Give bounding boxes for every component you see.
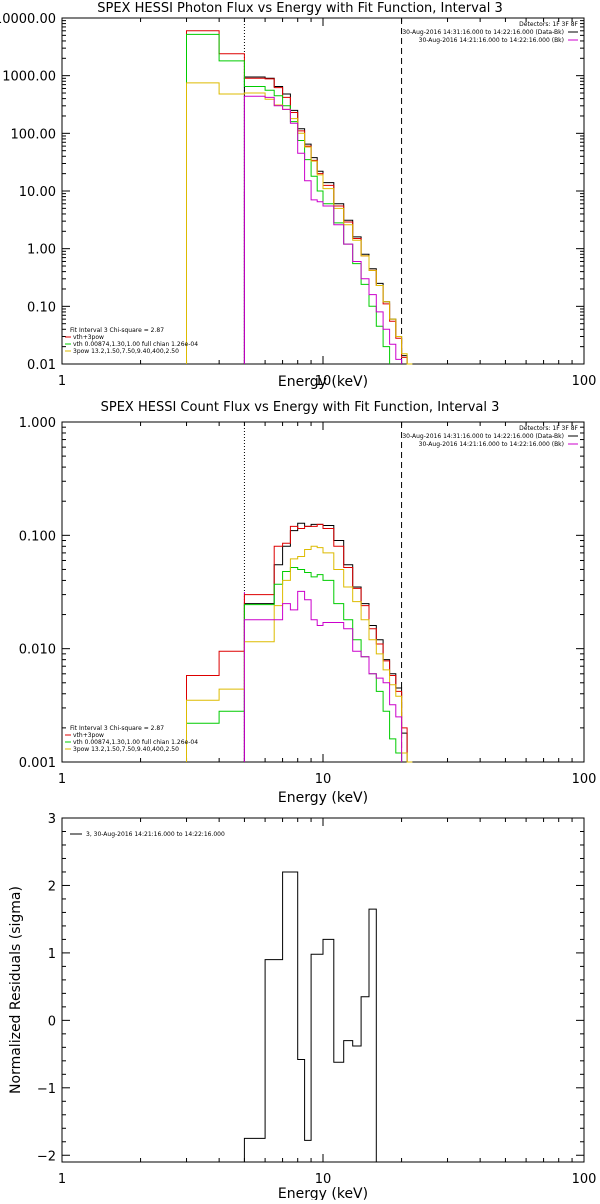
series-4-3pow — [186, 545, 413, 763]
series-1-3 — [243, 871, 377, 1162]
chart-title: SPEX HESSI Count Flux vs Energy with Fit… — [101, 400, 500, 415]
y-tick-label: 100.00 — [11, 127, 57, 142]
y-axis-title: Normalized Residuals (sigma) — [8, 886, 24, 1094]
fit-legend-entry: Fit Interval 3 Chi-square = 2.87 — [70, 725, 164, 732]
legend-detectors: Detectors: 1F 3F 8F — [519, 425, 578, 432]
fit-legend-entry: 3pow 13.2,1.50,7.50,9.40,400,2.50 — [73, 348, 179, 355]
series-4-3pow — [186, 82, 413, 365]
y-tick-label: 0.010 — [19, 643, 56, 658]
series-2-vth+3pow — [186, 523, 408, 762]
y-tick-label: 0.001 — [19, 756, 56, 771]
legend-entry: 30-Aug-2016 14:21:16.000 to 14:22:16.000… — [419, 37, 564, 44]
y-tick-label: 1.00 — [27, 243, 56, 258]
series-3-vth — [186, 567, 403, 762]
chart-3: 1 10 100 Energy (keV) −2 −1 0 1 2 3 Normalized Res… — [8, 812, 597, 1202]
fit-legend-entry: vth+3pow — [73, 732, 104, 739]
y-tick-label: 2 — [48, 879, 56, 894]
y-tick-label: 1.000 — [19, 416, 56, 431]
y-tick-label: 10.00 — [19, 185, 56, 200]
x-tick-label: 10 — [315, 772, 332, 787]
x-tick-label: 10 — [315, 1172, 332, 1187]
y-tick-label: 0.10 — [27, 300, 56, 315]
legend-detectors: Detectors: 1F 3F 8F — [519, 21, 578, 28]
legend-entry: 3, 30-Aug-2016 14:21:16.000 to 14:22:16.… — [86, 831, 225, 838]
fit-legend-entry: 3pow 13.2,1.50,7.50,9.40,400,2.50 — [73, 746, 179, 753]
y-tick-label: −2 — [37, 1149, 56, 1164]
x-axis-title: Energy (keV) — [278, 1186, 368, 1200]
series-3-vth — [186, 33, 391, 364]
legend-entry: 30-Aug-2016 14:31:16.000 to 14:22:16.000… — [402, 433, 564, 440]
fit-legend-entry: vth 0.00874,1.30,1.00 full chian 1.26e-0… — [73, 739, 198, 746]
series-5-series — [243, 590, 403, 762]
y-tick-label: 10000.00 — [0, 12, 56, 27]
chart-title: SPEX HESSI Photon Flux vs Energy with Fi… — [97, 1, 503, 16]
y-tick-label: 3 — [48, 812, 56, 827]
x-tick-label: 1 — [58, 772, 66, 787]
y-tick-label: 0 — [48, 1014, 56, 1029]
fit-legend-entry: vth 0.00874,1.30,1.00 full chian 1.26e-0… — [73, 341, 198, 348]
series-1-series — [243, 522, 408, 762]
x-tick-label: 100 — [572, 374, 597, 389]
x-tick-label: 100 — [572, 772, 597, 787]
x-tick-label: 100 — [572, 1172, 597, 1187]
x-axis-title: Energy (keV) — [278, 790, 368, 806]
y-tick-label: −1 — [37, 1082, 56, 1097]
chart-1: SPEX HESSI Photon Flux vs Energy with Fi… — [0, 1, 596, 390]
plot-frame — [61, 421, 585, 763]
series-5-series — [243, 95, 403, 364]
x-axis-title: Energy (keV) — [278, 374, 368, 390]
y-tick-label: 1000.00 — [2, 70, 56, 85]
y-tick-label: 0.100 — [19, 529, 56, 544]
legend-entry: 30-Aug-2016 14:21:16.000 to 14:22:16.000… — [419, 441, 564, 448]
legend-entry: 30-Aug-2016 14:31:16.000 to 14:22:16.000… — [402, 29, 564, 36]
x-tick-label: 10 — [315, 374, 332, 389]
plot-frame — [61, 817, 585, 1163]
fit-legend-entry: Fit Interval 3 Chi-square = 2.87 — [70, 327, 164, 334]
fit-legend-entry: vth+3pow — [73, 334, 104, 341]
series-2-vth+3pow — [186, 30, 408, 364]
y-tick-label: 1 — [48, 947, 56, 962]
x-tick-label: 1 — [58, 1172, 66, 1187]
x-tick-label: 1 — [58, 374, 66, 389]
y-tick-label: 0.01 — [27, 358, 56, 373]
chart-2: SPEX HESSI Count Flux vs Energy with Fit… — [19, 400, 597, 806]
